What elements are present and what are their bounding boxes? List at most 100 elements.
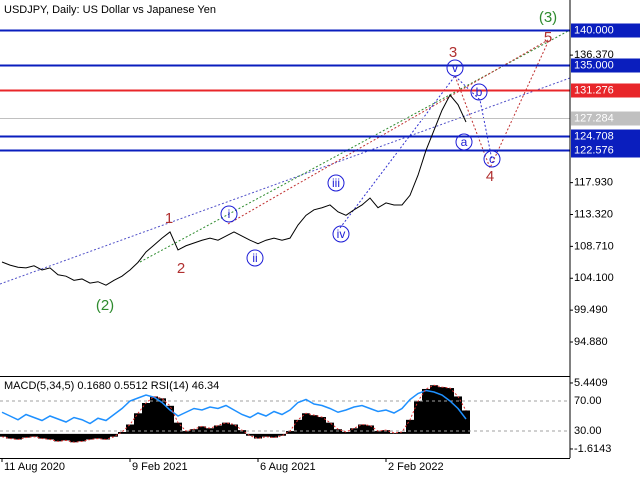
macd-bar [334, 429, 342, 434]
y2-tick-label: 5.4409 [574, 377, 608, 389]
y-tick-label: 108.710 [574, 240, 614, 252]
macd-bar [182, 431, 190, 434]
macd-bar [286, 431, 294, 434]
level-label: 135.000 [574, 59, 614, 71]
macd-bar [38, 433, 46, 439]
macd-bar [174, 422, 182, 434]
macd-bar [374, 431, 382, 434]
macd-bar [254, 433, 262, 439]
macd-bar [462, 410, 470, 434]
indicator-title: MACD(5,34,5) 0.1680 0.5512 RSI(14) 46.34 [4, 380, 219, 392]
macd-bar [86, 433, 94, 440]
level-label-box [571, 58, 640, 73]
wave-label: 1 [165, 210, 173, 227]
macd-bar [70, 433, 78, 443]
level-label: 124.708 [574, 130, 614, 142]
y-tick-label: 113.320 [574, 208, 613, 220]
channel-line [227, 39, 549, 225]
macd-bar [366, 425, 374, 434]
guide-lines [0, 29, 571, 285]
macd-bar [102, 433, 110, 440]
macd-bar [166, 405, 174, 434]
level-label-box [571, 129, 640, 144]
macd-bar [126, 424, 134, 434]
macd-bar [78, 433, 86, 442]
y-tick-label: 117.930 [574, 177, 613, 189]
macd-bar [190, 429, 198, 434]
wave-label: 5 [544, 29, 552, 46]
macd-bar [358, 424, 366, 434]
y2-tick-label: 70.00 [574, 395, 602, 407]
macd-bar [134, 413, 142, 434]
macd-bar [422, 388, 430, 434]
level-label: 127.284 [574, 112, 614, 124]
macd-bar [46, 433, 54, 440]
macd-bar [262, 433, 270, 437]
macd-bar [118, 431, 126, 434]
level-label-box [571, 111, 640, 126]
x-tick-label: 9 Feb 2021 [132, 461, 188, 473]
plot [1, 94, 467, 286]
wave-label: 3 [449, 44, 457, 61]
macd-bar [62, 433, 70, 441]
macd-bar [214, 425, 222, 434]
macd-bar [310, 415, 318, 434]
macd-bar [150, 396, 158, 434]
macd-bar [198, 426, 206, 434]
y-tick-label: 104.100 [574, 272, 614, 284]
macd-bar [294, 419, 302, 434]
y-tick-label: 99.490 [574, 304, 608, 316]
wave-line [454, 41, 549, 170]
levels [0, 29, 570, 152]
macd-bar [318, 417, 326, 434]
wave-circle [246, 249, 264, 267]
wave-label: 2 [177, 260, 185, 277]
macd-bar [222, 422, 230, 434]
x-tick-label: 11 Aug 2020 [4, 461, 65, 473]
level-label-box [571, 23, 640, 38]
macd-bar [438, 387, 446, 434]
wave-circle [332, 225, 350, 243]
y2-tick-label: -1.6143 [574, 443, 611, 455]
macd-bar [230, 424, 238, 434]
macd-bar [446, 388, 454, 434]
price-line [1, 94, 467, 286]
wave-circle [446, 59, 464, 77]
wave-label: c [489, 152, 495, 166]
x-tick-label: 2 Feb 2022 [388, 461, 444, 473]
wave-circle [327, 174, 345, 192]
macd-bar [158, 398, 166, 434]
wave-label: (2) [96, 297, 114, 314]
wave-circle [220, 205, 238, 223]
y2-tick-label: 30.00 [574, 425, 602, 437]
wave-circle [455, 133, 473, 151]
wave-label: ii [252, 251, 257, 265]
y-tick-label: 136.370 [574, 49, 614, 61]
macd-bar [454, 396, 462, 434]
y-tick-label: 94.880 [574, 336, 608, 348]
macd-bar [278, 433, 286, 436]
macd-bar [406, 419, 414, 434]
macd-bar [22, 433, 30, 438]
macd-bar [398, 431, 406, 434]
wave-circle [470, 83, 488, 101]
level-label-box [571, 143, 640, 158]
macd-bar [270, 433, 278, 438]
level-label: 140.000 [574, 24, 614, 36]
level-label-box [571, 83, 640, 98]
macd-bar [14, 433, 22, 440]
macd-bar [110, 433, 118, 437]
macd-bar [6, 433, 14, 439]
macd-bar [382, 430, 390, 434]
macd-bar [342, 431, 350, 434]
macd-bar [430, 385, 438, 434]
rsi-line [1, 389, 467, 425]
wave-label: i [228, 207, 231, 221]
macd-bar [54, 433, 62, 442]
channel-line [0, 77, 571, 285]
level-label: 122.576 [574, 144, 614, 156]
wave-label: iv [337, 227, 346, 241]
